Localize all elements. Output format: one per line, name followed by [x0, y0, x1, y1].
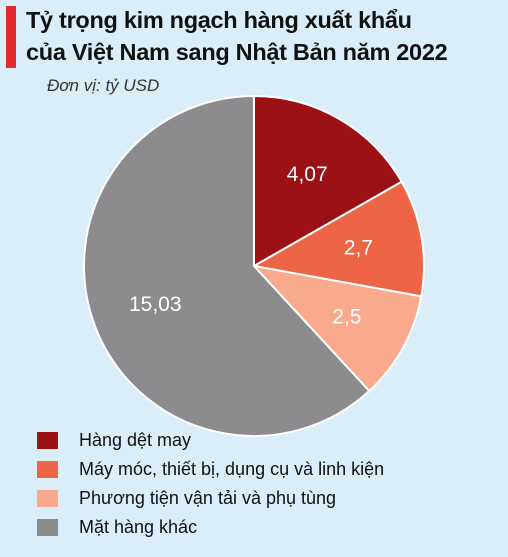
title-accent-bar [6, 6, 16, 68]
legend-label: Phương tiện vận tải và phụ tùng [79, 488, 337, 508]
legend-swatch [37, 490, 58, 507]
pie-slice-3 [251, 264, 423, 393]
chart-title: Tỷ trọng kim ngạch hàng xuất khẩu của Vi… [26, 4, 504, 68]
unit-label: Đơn vị: tỷ USD [47, 76, 160, 95]
legend-item: Phương tiện vận tải và phụ tùng [37, 484, 497, 513]
pie-slice-label-1: 4,07 [287, 163, 328, 186]
pie-slice-label-3: 2,5 [332, 306, 361, 329]
legend-label: Máy móc, thiết bị, dụng cụ và linh kiện [79, 459, 385, 479]
pie-slice-label-4: 15,03 [129, 293, 182, 316]
pie-slice-label-2: 2,7 [344, 237, 373, 260]
legend-swatch [37, 519, 58, 536]
legend-item: Hàng dệt may [37, 426, 497, 455]
legend-item: Mặt hàng khác [37, 513, 497, 542]
chart-title-line-2: của Việt Nam sang Nhật Bản năm 2022 [26, 39, 448, 65]
chart-title-line-1: Tỷ trọng kim ngạch hàng xuất khẩu [26, 7, 412, 33]
legend-swatch [37, 432, 58, 449]
pie-slice-2 [251, 180, 425, 298]
legend-label: Mặt hàng khác [79, 517, 198, 537]
legend-swatch [37, 461, 58, 478]
pie-slice-1 [253, 94, 404, 268]
legend-label: Hàng dệt may [79, 430, 192, 450]
pie-slice-4 [83, 94, 371, 437]
legend: Hàng dệt may Máy móc, thiết bị, dụng cụ v… [37, 426, 497, 542]
legend-item: Máy móc, thiết bị, dụng cụ và linh kiện [37, 455, 497, 484]
